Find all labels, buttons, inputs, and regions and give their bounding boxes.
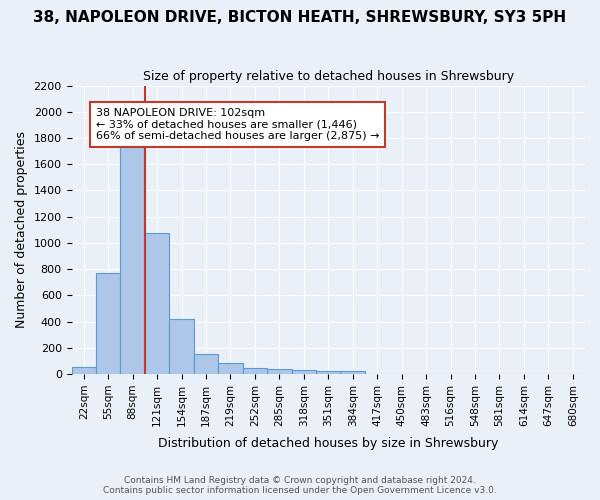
Bar — [194, 354, 218, 374]
Bar — [340, 372, 365, 374]
Text: Contains HM Land Registry data © Crown copyright and database right 2024.
Contai: Contains HM Land Registry data © Crown c… — [103, 476, 497, 495]
Bar — [71, 367, 96, 374]
Bar — [267, 369, 292, 374]
Bar — [218, 363, 242, 374]
Title: Size of property relative to detached houses in Shrewsbury: Size of property relative to detached ho… — [143, 70, 514, 83]
Bar — [169, 319, 194, 374]
X-axis label: Distribution of detached houses by size in Shrewsbury: Distribution of detached houses by size … — [158, 437, 499, 450]
Text: 38 NAPOLEON DRIVE: 102sqm
← 33% of detached houses are smaller (1,446)
66% of se: 38 NAPOLEON DRIVE: 102sqm ← 33% of detac… — [96, 108, 379, 141]
Bar — [292, 370, 316, 374]
Text: 38, NAPOLEON DRIVE, BICTON HEATH, SHREWSBURY, SY3 5PH: 38, NAPOLEON DRIVE, BICTON HEATH, SHREWS… — [34, 10, 566, 25]
Bar — [121, 144, 145, 374]
Bar — [96, 273, 121, 374]
Y-axis label: Number of detached properties: Number of detached properties — [15, 132, 28, 328]
Bar — [145, 233, 169, 374]
Bar — [316, 372, 340, 374]
Bar — [242, 368, 267, 374]
